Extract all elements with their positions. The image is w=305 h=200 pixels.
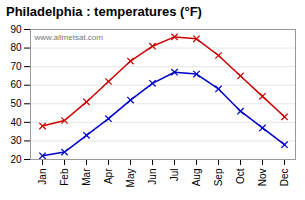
svg-text:90: 90 <box>10 24 22 35</box>
svg-text:Aug: Aug <box>191 169 202 187</box>
svg-text:Jun: Jun <box>147 169 158 185</box>
svg-text:20: 20 <box>10 154 22 165</box>
svg-text:Nov: Nov <box>257 169 268 187</box>
svg-text:Mar: Mar <box>81 168 92 186</box>
svg-text:60: 60 <box>10 79 22 90</box>
svg-text:Apr: Apr <box>103 168 114 184</box>
svg-text:Feb: Feb <box>59 168 70 186</box>
svg-text:70: 70 <box>10 61 22 72</box>
svg-text:Sep: Sep <box>213 168 224 186</box>
svg-text:Dec: Dec <box>279 169 290 187</box>
svg-text:May: May <box>125 169 136 188</box>
svg-text:80: 80 <box>10 42 22 53</box>
svg-text:40: 40 <box>10 117 22 128</box>
svg-text:www.allmetsat.com: www.allmetsat.com <box>34 33 104 42</box>
svg-text:Jan: Jan <box>37 169 48 185</box>
svg-text:50: 50 <box>10 98 22 109</box>
svg-text:Oct: Oct <box>235 168 246 184</box>
svg-text:Jul: Jul <box>169 169 180 182</box>
svg-text:30: 30 <box>10 135 22 146</box>
html-text:Philadelphia : temperatures (°: Philadelphia : temperatures (°F) <box>6 4 202 19</box>
